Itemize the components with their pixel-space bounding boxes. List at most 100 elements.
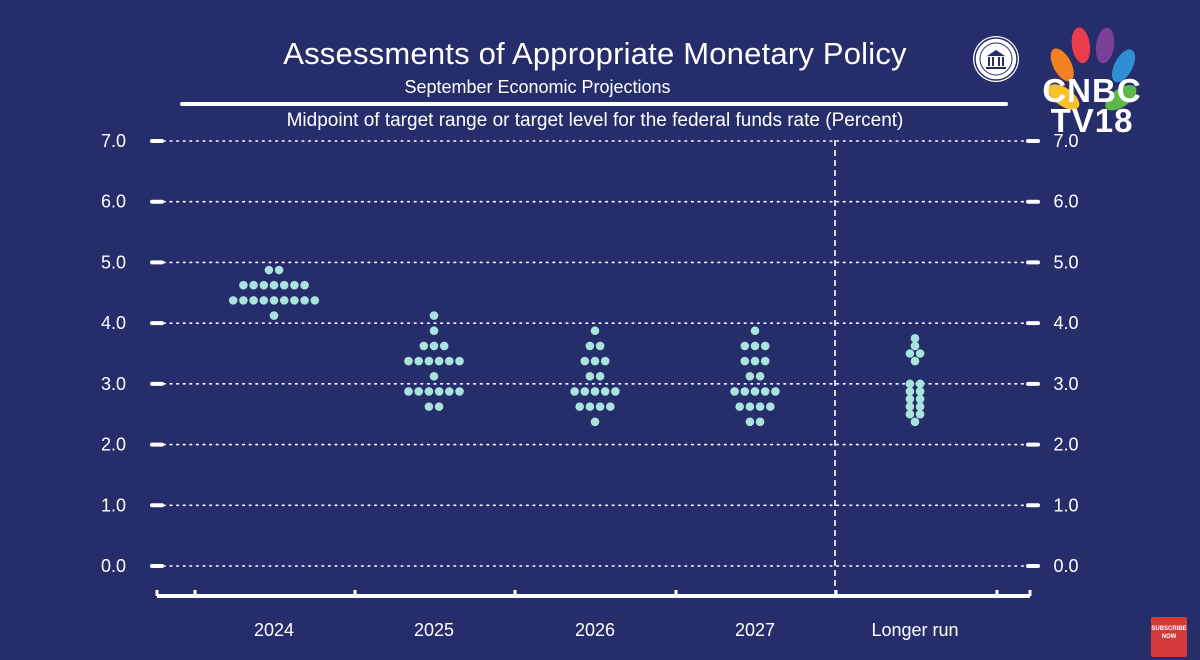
data-dot xyxy=(279,296,289,305)
subscribe-label: SUBSCRIBE xyxy=(1151,626,1187,632)
data-dot xyxy=(439,341,449,351)
subscribe-button[interactable]: SUBSCRIBE NOW xyxy=(1151,617,1187,657)
data-dot xyxy=(595,371,605,381)
data-dot xyxy=(414,387,424,396)
channel-suffix: TV18 xyxy=(1050,102,1134,139)
chart-subtitle: September Economic Projections xyxy=(404,77,671,97)
data-dot xyxy=(445,387,454,396)
y-tick-label-left: 7.0 xyxy=(101,131,126,151)
data-dot xyxy=(249,296,258,305)
data-dot xyxy=(290,296,299,305)
data-dot xyxy=(434,387,444,396)
data-dot xyxy=(264,265,274,275)
data-dot xyxy=(434,402,444,411)
data-dot xyxy=(910,334,920,343)
data-dot xyxy=(750,326,760,336)
data-dot xyxy=(771,387,780,396)
subscribe-now-label: NOW xyxy=(1161,634,1177,640)
channel-logo-text: CNBC TV18 xyxy=(1030,72,1154,139)
data-dot xyxy=(300,280,309,290)
data-dot xyxy=(434,356,444,366)
data-dot xyxy=(429,341,439,351)
data-dot xyxy=(269,311,279,320)
chart-title: Assessments of Appropriate Monetary Poli… xyxy=(283,36,907,71)
data-dot xyxy=(745,371,755,381)
data-dot xyxy=(755,417,765,427)
data-dot xyxy=(915,394,925,404)
data-dot xyxy=(595,402,605,411)
y-tick-label-left: 4.0 xyxy=(101,313,126,333)
data-dot xyxy=(915,349,925,358)
y-tick-label-right: 3.0 xyxy=(1053,374,1078,394)
data-dot xyxy=(905,402,915,411)
y-tick-label-left: 0.0 xyxy=(101,556,126,576)
channel-name: CNBC xyxy=(1042,72,1142,109)
data-dot xyxy=(585,341,595,351)
data-dot xyxy=(310,296,320,305)
data-dot xyxy=(750,387,760,396)
data-dot xyxy=(611,387,620,396)
data-dot xyxy=(910,356,920,366)
y-tick-label-right: 5.0 xyxy=(1053,252,1078,272)
data-dot xyxy=(740,341,750,351)
data-dot xyxy=(606,402,615,411)
data-dot xyxy=(424,387,434,396)
data-dot xyxy=(300,296,309,305)
data-dot xyxy=(580,387,590,396)
y-tick-label-right: 1.0 xyxy=(1053,495,1078,515)
data-dot xyxy=(279,280,289,290)
data-dot xyxy=(239,296,248,305)
data-dot xyxy=(249,280,258,290)
data-dot xyxy=(455,356,464,366)
data-dot xyxy=(424,356,434,366)
data-dot xyxy=(590,387,600,396)
y-tick-label-right: 4.0 xyxy=(1053,313,1078,333)
data-dot xyxy=(745,417,755,427)
x-tick-label: 2025 xyxy=(414,620,454,640)
data-dot xyxy=(290,280,299,290)
data-dot xyxy=(419,341,429,351)
data-dot xyxy=(740,356,750,366)
data-dot xyxy=(745,402,755,411)
y-tick-label-left: 3.0 xyxy=(101,374,126,394)
data-dot xyxy=(424,402,434,411)
data-dot xyxy=(766,402,775,411)
data-dot xyxy=(755,371,765,381)
data-dot xyxy=(580,356,590,366)
data-dot xyxy=(905,387,915,396)
y-tick-label-right: 0.0 xyxy=(1053,556,1078,576)
data-dot xyxy=(905,409,915,419)
data-dot xyxy=(755,402,765,411)
data-dot xyxy=(760,341,770,351)
data-dot xyxy=(750,341,760,351)
y-axis-label: Midpoint of target range or target level… xyxy=(286,110,904,131)
data-dot xyxy=(259,296,269,305)
title-divider xyxy=(180,102,1008,106)
y-tick-label-left: 6.0 xyxy=(101,192,126,212)
data-dot xyxy=(905,379,915,389)
data-dot xyxy=(585,371,595,381)
x-tick-label: 2027 xyxy=(735,620,775,640)
data-dot xyxy=(590,417,600,427)
y-tick-label-right: 2.0 xyxy=(1053,435,1078,455)
x-tick-label: 2024 xyxy=(254,620,294,640)
data-dot xyxy=(269,296,279,305)
data-dot xyxy=(570,387,579,396)
data-dot xyxy=(905,394,915,404)
data-dot xyxy=(404,356,413,366)
data-dot xyxy=(414,356,424,366)
data-dot xyxy=(760,387,770,396)
data-dot xyxy=(730,387,739,396)
data-dot xyxy=(595,341,605,351)
data-dot xyxy=(740,387,750,396)
data-dot xyxy=(429,371,439,381)
data-dot xyxy=(404,387,413,396)
y-tick-label-right: 6.0 xyxy=(1053,192,1078,212)
y-tick-label-left: 1.0 xyxy=(101,495,126,515)
data-dot xyxy=(445,356,454,366)
data-dot xyxy=(915,402,925,411)
data-dot xyxy=(760,356,770,366)
data-dot xyxy=(590,326,600,336)
y-tick-label-right: 7.0 xyxy=(1053,131,1078,151)
